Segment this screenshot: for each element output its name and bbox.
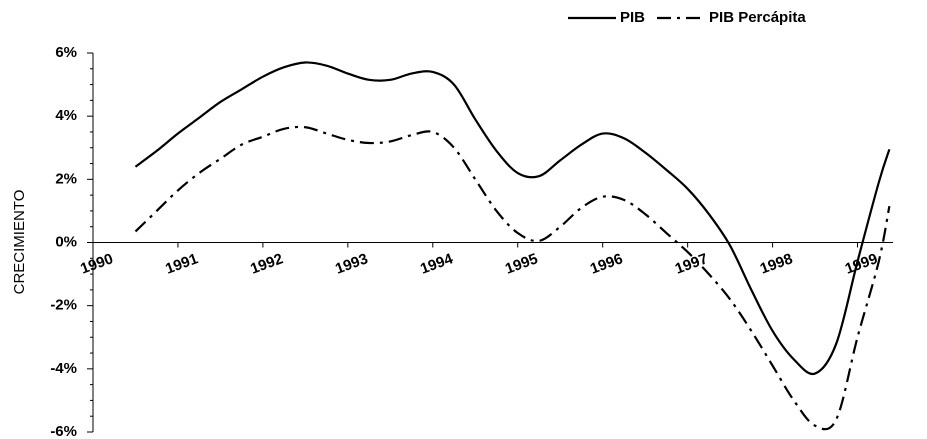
y-tick-label: 2% [55,170,77,187]
y-axis-title: CRECIMIENTO [11,190,28,295]
x-tick-label: 1992 [248,250,285,277]
y-tick-label: -6% [50,423,77,439]
series-line [134,125,891,431]
x-tick-label: 1998 [758,250,795,277]
y-tick-label: -2% [50,297,77,314]
y-tick-label: 0% [55,233,77,250]
y-tick-label: 4% [55,107,77,124]
y-tick-label: 6% [55,44,77,61]
legend-label: PIB [620,9,645,26]
x-tick-label: 1993 [333,250,370,277]
x-tick-label: 1996 [588,250,625,277]
legend-label: PIB Percápita [709,9,806,26]
series-line [134,61,891,376]
x-tick-label: 1999 [843,250,880,277]
x-tick-label: 1994 [418,250,456,278]
x-tick-label: 1991 [163,250,200,277]
x-tick-label: 1995 [503,250,540,277]
x-tick-label: 1990 [78,250,115,277]
y-tick-label: -4% [50,360,77,377]
